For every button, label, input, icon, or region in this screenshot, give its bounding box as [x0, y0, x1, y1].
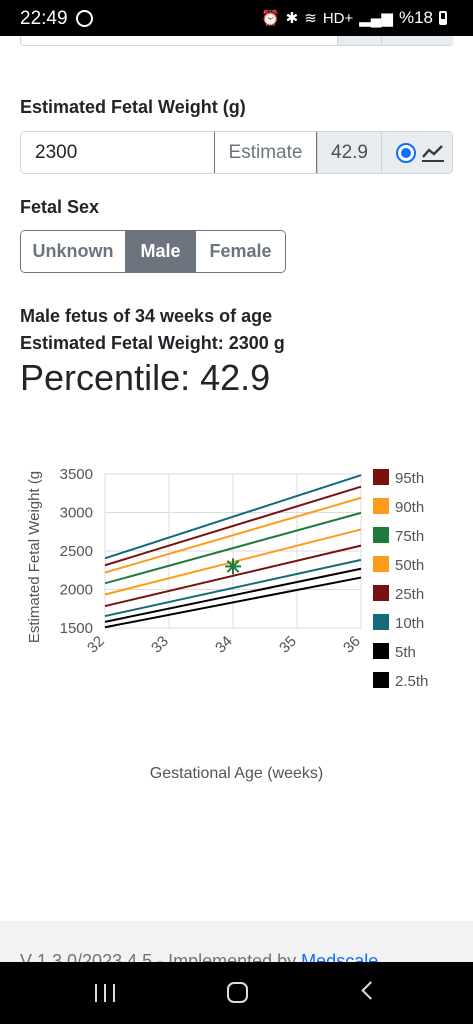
percentile-heading: Percentile: 42.9: [20, 357, 271, 398]
series-line-5th: [104, 567, 362, 623]
x-axis-title: Gestational Age (weeks): [149, 765, 324, 782]
legend-label: 10th: [395, 615, 424, 632]
recent-apps-icon[interactable]: [95, 984, 115, 1002]
sex-option-female[interactable]: Female: [196, 231, 285, 272]
legend-label: 25th: [395, 586, 424, 603]
battery-icon: [439, 11, 447, 25]
data-marker: [226, 560, 240, 573]
footer: V 1.3.0/2023.4.5 - Implemented by Medsca…: [0, 921, 473, 969]
legend-swatch: [373, 585, 389, 601]
radio-selected-icon[interactable]: [396, 143, 416, 163]
legend-swatch: [373, 614, 389, 630]
status-icons: ⏰ ✱ ≋ HD+ ▂▄▆ %18: [261, 8, 447, 28]
sex-label: Fetal Sex: [20, 197, 100, 217]
chart-toggle[interactable]: [381, 132, 452, 173]
y-tick-label: 3000: [60, 505, 93, 522]
sex-option-male[interactable]: Male: [126, 231, 196, 272]
legend-label: 75th: [395, 528, 424, 545]
network-label: HD+: [322, 9, 354, 27]
weight-input[interactable]: [21, 132, 214, 173]
legend-swatch: [373, 643, 389, 659]
legend-swatch: [373, 527, 389, 543]
chart-legend: 95th 90th 75th 50th 25th 10th 5th 2.5th: [373, 469, 428, 690]
result-description: Male fetus of 34 weeks of age: [20, 306, 273, 326]
x-tick-label: 36: [340, 633, 364, 657]
sex-option-unknown[interactable]: Unknown: [21, 231, 126, 272]
legend-label: 95th: [395, 470, 424, 487]
home-icon[interactable]: [227, 982, 248, 1003]
back-icon[interactable]: [361, 981, 380, 1000]
chart-marker: [225, 558, 241, 575]
series-line-95th: [104, 485, 362, 567]
legend-swatch: [373, 469, 389, 485]
x-tick-label: 34: [212, 633, 236, 657]
legend-label: 90th: [395, 499, 424, 516]
chart-series: [104, 474, 362, 629]
chart-line-icon[interactable]: [422, 144, 444, 162]
y-tick-label: 1500: [60, 620, 93, 637]
legend-swatch: [373, 556, 389, 572]
wifi-icon: ≋: [304, 10, 317, 27]
android-nav-bar: [0, 962, 473, 1024]
battery-percent: %18: [398, 8, 433, 27]
legend-label: 2.5th: [395, 673, 428, 690]
series-line-10th: [104, 558, 362, 618]
whatsapp-icon: [76, 10, 93, 27]
legend-label: 50th: [395, 557, 424, 574]
sex-selector: Unknown Male Female: [20, 230, 286, 273]
x-tick-label: 35: [276, 633, 300, 657]
y-tick-label: 2000: [60, 582, 93, 599]
chart-grid: [104, 473, 362, 629]
y-tick-label: 2500: [60, 543, 93, 560]
signal-icon: ▂▄▆: [359, 10, 393, 27]
y-tick-label: 3500: [60, 466, 93, 483]
weight-label: Estimated Fetal Weight (g): [20, 97, 246, 117]
estimate-button[interactable]: Estimate: [214, 132, 317, 173]
series-line-90th: [104, 496, 362, 574]
y-axis-title: Estimated Fetal Weight (g: [26, 471, 43, 643]
weight-input-group: Estimate 42.9: [20, 131, 453, 174]
series-line-extra: [104, 474, 362, 560]
legend-swatch: [373, 498, 389, 514]
result-weight: Estimated Fetal Weight: 2300 g: [20, 333, 285, 353]
series-line-75th: [104, 511, 362, 585]
legend-swatch: [373, 672, 389, 688]
x-tick-label: 33: [148, 633, 172, 657]
legend-label: 5th: [395, 644, 416, 661]
status-time: 22:49: [20, 8, 68, 29]
series-line-25th: [104, 544, 362, 608]
previous-input-group[interactable]: [20, 36, 453, 46]
bluetooth-icon: ✱: [285, 10, 299, 27]
series-line-2.5th: [104, 576, 362, 629]
alarm-icon: ⏰: [260, 10, 280, 27]
percentile-readout: 42.9: [317, 132, 381, 173]
status-bar: 22:49 ⏰ ✱ ≋ HD+ ▂▄▆ %18: [0, 0, 473, 36]
